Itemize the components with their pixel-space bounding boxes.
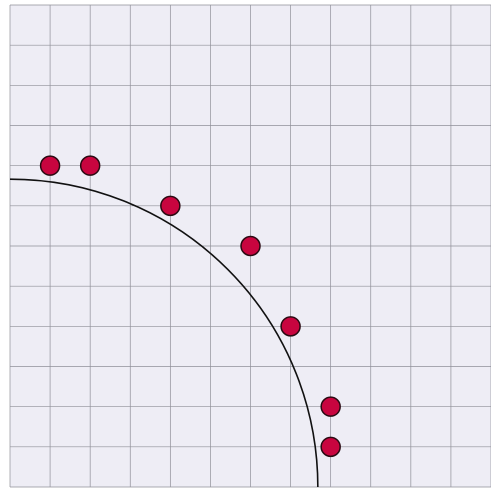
point xyxy=(280,316,301,337)
point xyxy=(320,396,341,417)
point xyxy=(240,235,261,257)
point xyxy=(160,195,181,217)
arc xyxy=(9,178,319,488)
point xyxy=(39,155,61,176)
point xyxy=(320,436,341,458)
point xyxy=(79,155,101,176)
